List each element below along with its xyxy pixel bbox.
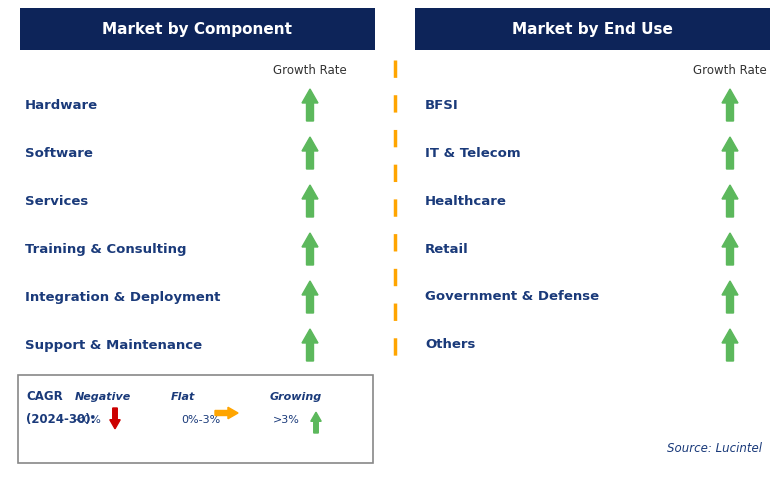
Text: Services: Services xyxy=(25,194,88,207)
Polygon shape xyxy=(722,281,738,313)
FancyBboxPatch shape xyxy=(20,8,375,50)
Text: Government & Defense: Government & Defense xyxy=(425,290,599,304)
Text: BFSI: BFSI xyxy=(425,99,459,112)
Text: (2024-30):: (2024-30): xyxy=(26,413,95,426)
Polygon shape xyxy=(722,89,738,121)
Text: Source: Lucintel: Source: Lucintel xyxy=(667,442,762,455)
Text: Growth Rate: Growth Rate xyxy=(273,64,347,77)
Text: Market by End Use: Market by End Use xyxy=(512,22,673,36)
Text: Retail: Retail xyxy=(425,242,468,255)
FancyBboxPatch shape xyxy=(415,8,770,50)
Polygon shape xyxy=(722,185,738,217)
Polygon shape xyxy=(302,185,318,217)
Text: Flat: Flat xyxy=(170,392,196,402)
Polygon shape xyxy=(302,89,318,121)
FancyBboxPatch shape xyxy=(18,375,373,463)
Text: Market by Component: Market by Component xyxy=(102,22,292,36)
Text: Growing: Growing xyxy=(270,392,322,402)
Text: Hardware: Hardware xyxy=(25,99,98,112)
Polygon shape xyxy=(310,412,321,433)
Text: Training & Consulting: Training & Consulting xyxy=(25,242,186,255)
Text: <0%: <0% xyxy=(74,415,102,425)
Text: Integration & Deployment: Integration & Deployment xyxy=(25,290,221,304)
Polygon shape xyxy=(215,407,238,419)
Text: Software: Software xyxy=(25,147,93,160)
Polygon shape xyxy=(302,137,318,169)
Text: 0%-3%: 0%-3% xyxy=(181,415,221,425)
Polygon shape xyxy=(109,408,120,429)
Polygon shape xyxy=(722,329,738,361)
Text: >3%: >3% xyxy=(273,415,300,425)
Polygon shape xyxy=(302,233,318,265)
Polygon shape xyxy=(302,281,318,313)
Text: CAGR: CAGR xyxy=(26,390,63,403)
Polygon shape xyxy=(722,137,738,169)
Text: Healthcare: Healthcare xyxy=(425,194,507,207)
Text: Negative: Negative xyxy=(75,392,131,402)
Polygon shape xyxy=(722,233,738,265)
Text: Others: Others xyxy=(425,339,475,352)
Text: Support & Maintenance: Support & Maintenance xyxy=(25,339,202,352)
Text: Growth Rate: Growth Rate xyxy=(693,64,767,77)
Text: IT & Telecom: IT & Telecom xyxy=(425,147,521,160)
Polygon shape xyxy=(302,329,318,361)
